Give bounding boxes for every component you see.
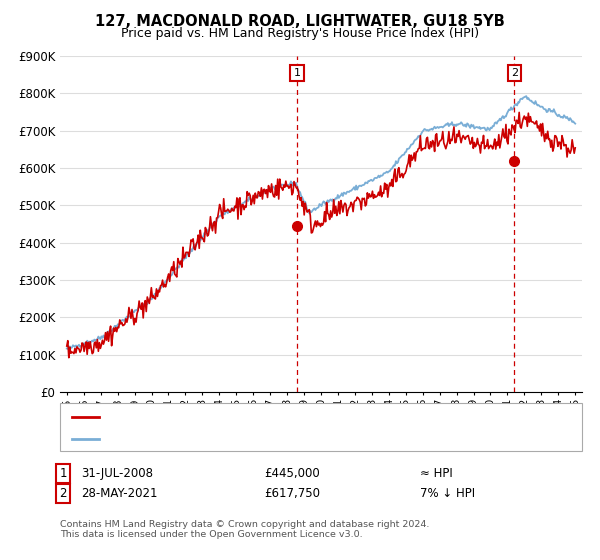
Text: Price paid vs. HM Land Registry's House Price Index (HPI): Price paid vs. HM Land Registry's House … [121,27,479,40]
Text: 2: 2 [59,487,67,501]
Text: 127, MACDONALD ROAD, LIGHTWATER, GU18 5YB: 127, MACDONALD ROAD, LIGHTWATER, GU18 5Y… [95,14,505,29]
Text: 31-JUL-2008: 31-JUL-2008 [81,466,153,480]
Text: HPI: Average price, detached house, Surrey Heath: HPI: Average price, detached house, Surr… [105,434,385,444]
Text: 28-MAY-2021: 28-MAY-2021 [81,487,157,501]
Text: 1: 1 [59,466,67,480]
Text: 1: 1 [293,68,301,78]
Text: 7% ↓ HPI: 7% ↓ HPI [420,487,475,501]
Text: ≈ HPI: ≈ HPI [420,466,453,480]
Text: Contains HM Land Registry data © Crown copyright and database right 2024.
This d: Contains HM Land Registry data © Crown c… [60,520,430,539]
Text: £445,000: £445,000 [264,466,320,480]
Text: 127, MACDONALD ROAD, LIGHTWATER, GU18 5YB (detached house): 127, MACDONALD ROAD, LIGHTWATER, GU18 5Y… [105,412,485,422]
Text: 2: 2 [511,68,518,78]
Text: £617,750: £617,750 [264,487,320,501]
